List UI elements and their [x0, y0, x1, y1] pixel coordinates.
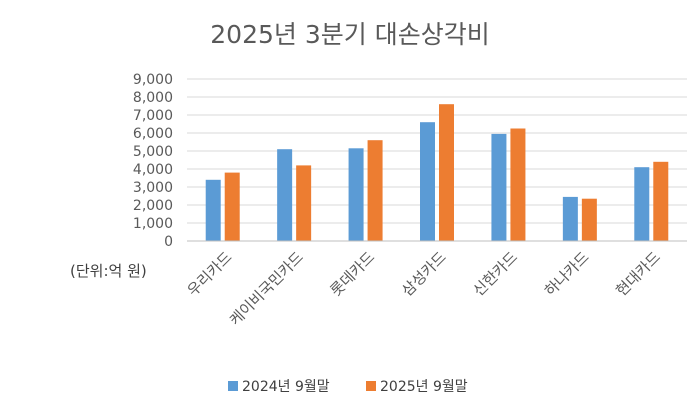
y-tick-label: 0: [164, 234, 173, 250]
y-tick-label: 9,000: [133, 72, 173, 88]
legend: 2024년 9월말 2025년 9월말: [228, 379, 468, 395]
bar-2024-4: [420, 122, 435, 241]
bar-2025-4: [439, 104, 454, 241]
gridlines: [187, 78, 687, 224]
y-tick-label: 4,000: [133, 162, 173, 178]
bar-2025-2: [296, 165, 312, 241]
bar-2024-5: [491, 133, 507, 241]
y-tick-label: 1,000: [133, 216, 173, 232]
category-label: 신한카드: [469, 248, 521, 300]
y-axis-ticks: 0 1,000 2,000 3,000 4,000 5,000 6,000 7,000 8,00…: [133, 72, 173, 250]
y-tick-label: 6,000: [133, 126, 173, 142]
y-tick-label: 8,000: [133, 90, 173, 106]
bar-2024-7: [634, 167, 650, 241]
category-label: 우리카드: [184, 248, 236, 300]
bar-2025-1: [224, 172, 240, 241]
bar-2024-3: [348, 148, 364, 241]
bar-2024-1: [205, 179, 221, 241]
y-tick-label: 7,000: [133, 108, 173, 124]
y-tick-label: 5,000: [133, 144, 173, 160]
legend-swatch: [366, 381, 376, 391]
category-label: 현대카드: [612, 248, 664, 300]
y-tick-label: 3,000: [133, 180, 173, 196]
legend-swatch: [228, 381, 238, 391]
category-label: 삼성카드: [398, 248, 450, 300]
unit-note: (단위:억 원): [70, 262, 147, 280]
y-tick-label: 2,000: [133, 198, 173, 214]
bars: [205, 104, 669, 241]
bar-2025-6: [581, 198, 597, 241]
bar-2025-5: [510, 128, 526, 241]
category-label: 하나카드: [541, 248, 593, 300]
legend-label: 2025년 9월말: [380, 379, 468, 395]
category-label: 케이비국민카드: [226, 248, 307, 329]
bar-2024-6: [562, 196, 578, 241]
category-label: 롯데카드: [327, 248, 379, 300]
bar-2024-2: [277, 149, 293, 241]
chart-title: 2025년 3분기 대손상각비: [210, 20, 489, 49]
legend-label: 2024년 9월말: [242, 379, 330, 395]
bar-2025-3: [367, 140, 383, 241]
bar-2025-7: [653, 161, 669, 241]
